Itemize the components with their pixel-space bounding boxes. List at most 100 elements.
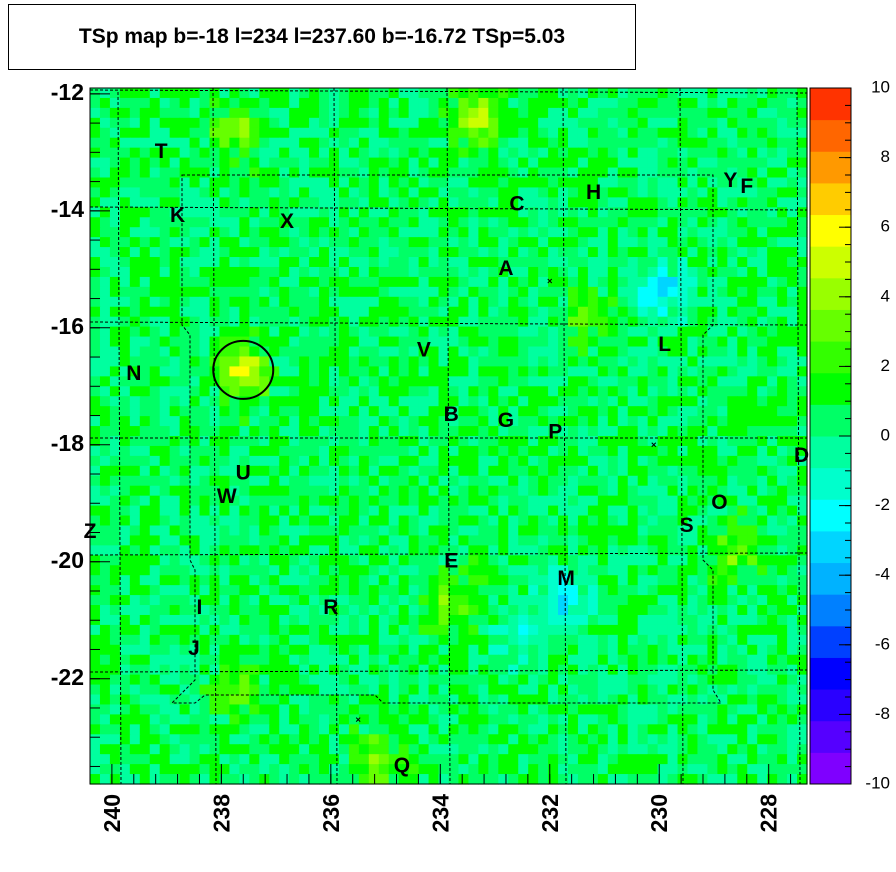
heatmap-cell (717, 247, 728, 258)
heatmap-cell (418, 296, 430, 308)
heatmap-cell (209, 88, 221, 99)
heatmap-cell (458, 475, 470, 487)
heatmap-cell (219, 465, 231, 477)
heatmap-cell (468, 455, 479, 467)
heatmap-cell (388, 336, 400, 348)
heatmap-cell (677, 485, 689, 497)
heatmap-cell (418, 266, 430, 278)
heatmap-cell (577, 247, 589, 258)
heatmap-cell (149, 396, 161, 407)
heatmap-cell (787, 167, 798, 179)
heatmap-cell (109, 485, 121, 497)
heatmap-cell (478, 764, 489, 775)
heatmap-cell (119, 684, 131, 696)
heatmap-cell (458, 217, 470, 228)
heatmap-cell (597, 764, 609, 775)
heatmap-cell (229, 734, 240, 745)
heatmap-cell (99, 217, 111, 228)
heatmap-cell (149, 376, 161, 387)
heatmap-cell (667, 416, 679, 427)
heatmap-cell (687, 356, 699, 367)
heatmap-cell (199, 704, 211, 715)
heatmap-cell (348, 177, 360, 189)
heatmap-cell (388, 366, 400, 377)
heatmap-cell (657, 634, 669, 646)
heatmap-cell (99, 107, 111, 119)
heatmap-cell (109, 555, 121, 566)
heatmap-cell (279, 545, 290, 556)
heatmap-cell (488, 346, 499, 358)
heatmap-cell (587, 276, 599, 288)
heatmap-cell (577, 585, 589, 596)
heatmap-cell (757, 386, 768, 397)
heatmap-cell (348, 436, 360, 447)
heatmap-cell (488, 505, 499, 517)
heatmap-cell (418, 445, 430, 457)
heatmap-cell (99, 117, 111, 129)
heatmap-cell (797, 485, 808, 497)
heatmap-cell (607, 664, 619, 676)
heatmap-cell (637, 147, 649, 159)
heatmap-cell (319, 744, 330, 755)
heatmap-cell (319, 694, 330, 706)
heatmap-cell (558, 386, 569, 397)
heatmap-cell (647, 595, 659, 606)
heatmap-cell (319, 654, 330, 666)
heatmap-cell (249, 505, 260, 517)
heatmap-cell (548, 257, 559, 268)
heatmap-cell (597, 455, 609, 467)
heatmap-cell (179, 624, 191, 636)
heatmap-cell (289, 465, 300, 477)
heatmap-cell (717, 684, 728, 696)
heatmap-cell (139, 674, 151, 686)
heatmap-cell (508, 585, 519, 596)
heatmap-cell (468, 356, 479, 367)
heatmap-cell (299, 167, 310, 179)
heatmap-cell (199, 724, 211, 735)
heatmap-cell (667, 475, 679, 487)
heatmap-cell (667, 117, 679, 129)
heatmap-cell (289, 247, 300, 258)
heatmap-cell (687, 366, 699, 377)
heatmap-cell (528, 754, 539, 765)
heatmap-cell (348, 197, 360, 208)
heatmap-cell (458, 167, 470, 179)
heatmap-cell (378, 495, 390, 507)
heatmap-cell (279, 107, 290, 119)
heatmap-cell (119, 376, 131, 387)
heatmap-cell (418, 316, 430, 328)
heatmap-cell (99, 624, 111, 636)
heatmap-cell (299, 426, 310, 437)
heatmap-cell (229, 744, 240, 755)
heatmap-cell (129, 237, 141, 248)
heatmap-cell (587, 565, 599, 576)
heatmap-cell (358, 416, 370, 427)
heatmap-cell (259, 714, 270, 725)
heatmap-cell (767, 386, 778, 397)
heatmap-cell (219, 724, 231, 735)
heatmap-cell (129, 664, 141, 676)
heatmap-cell (289, 525, 300, 537)
heatmap-cell (677, 326, 689, 338)
heatmap-cell (747, 426, 758, 437)
heatmap-cell (717, 634, 728, 646)
heatmap-cell (538, 117, 549, 129)
heatmap-cell (338, 724, 350, 735)
heatmap-cell (219, 624, 231, 636)
heatmap-cell (239, 575, 250, 586)
heatmap-cell (757, 445, 768, 457)
heatmap-cell (229, 485, 240, 497)
heatmap-cell (657, 485, 669, 497)
heatmap-cell (508, 624, 519, 636)
heatmap-cell (667, 525, 679, 537)
heatmap-cell (747, 535, 758, 546)
heatmap-cell (129, 177, 141, 189)
heatmap-cell (408, 396, 420, 407)
heatmap-cell (667, 326, 679, 338)
heatmap-cell (319, 754, 330, 765)
heatmap-cell (139, 386, 151, 397)
heatmap-cell (627, 426, 639, 437)
heatmap-cell (627, 217, 639, 228)
heatmap-cell (727, 376, 738, 387)
heatmap-cell (149, 187, 161, 198)
